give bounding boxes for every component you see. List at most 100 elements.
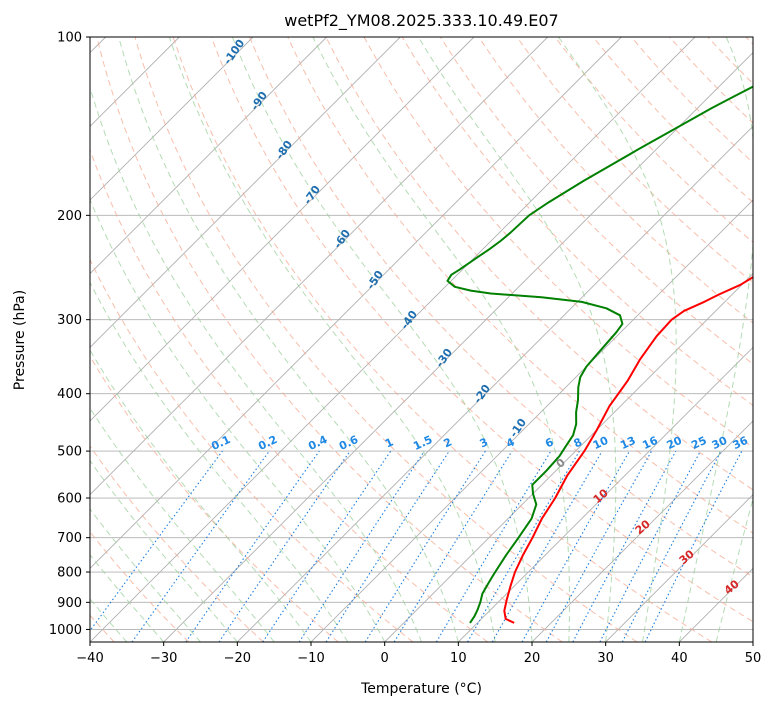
moist-adiabat-line	[90, 598, 128, 642]
y-tick-label: 1000	[49, 623, 82, 638]
mixing-ratio-label: 16	[640, 434, 660, 452]
x-tick-label: 0	[381, 651, 389, 666]
x-tick-label: 50	[745, 651, 762, 666]
moist-adiabat-line	[558, 37, 677, 642]
axes: −40 −30 −20 −10 0 10 20 30 40 5010020030040050060…	[49, 31, 761, 667]
moist-adiabat-line	[678, 37, 753, 642]
y-tick-label: 800	[57, 566, 82, 581]
moist-adiabat-line	[752, 639, 753, 642]
isotherm-line	[163, 52, 753, 642]
isotherm-line	[90, 37, 622, 569]
dry-adiabat-label: -70	[301, 183, 323, 207]
dry-adiabat-line	[325, 37, 753, 491]
isotherm-line	[384, 273, 753, 642]
mixing-ratio-label: 13	[618, 434, 637, 452]
dry-adiabat-line	[172, 37, 712, 642]
mixing-ratio-line	[364, 450, 486, 642]
isotherm-line	[310, 199, 753, 642]
moist-adiabat-line	[231, 37, 533, 642]
isotherm-line	[605, 494, 753, 642]
isotherm-line	[90, 37, 696, 642]
x-tick-label: 40	[671, 651, 688, 666]
isotherm-line	[90, 37, 548, 496]
mixing-ratio-label: 0.2	[256, 433, 279, 453]
moist-adiabat-line	[90, 85, 422, 642]
mixing-ratio-label: 30	[710, 434, 730, 452]
x-tick-label: −10	[297, 651, 324, 666]
dry-adiabat-line	[90, 445, 264, 642]
moist-adiabat-line	[417, 37, 617, 642]
dry-adiabat-line	[249, 37, 753, 578]
mixing-ratio-label: 1.5	[411, 433, 434, 453]
mixing-ratio-label: 36	[731, 434, 751, 452]
dry-adiabat-label: -30	[433, 346, 455, 370]
temperature-profile-line	[503, 276, 753, 624]
mixing-ratio-line	[185, 450, 320, 642]
moist-adiabat-line	[168, 37, 496, 642]
x-tick-label: −20	[224, 651, 251, 666]
x-tick-label: 10	[450, 651, 467, 666]
x-tick-label: −30	[150, 651, 177, 666]
dry-adiabat-line	[90, 355, 339, 642]
mixing-ratio-label: 1	[383, 435, 395, 450]
x-tick-label: −40	[76, 651, 103, 666]
dry-adiabat-label: -90	[248, 89, 270, 113]
isotherm-line	[90, 37, 401, 348]
isotherm-line	[458, 346, 753, 642]
mixing-ratio-label: 25	[689, 434, 708, 452]
chart-title: wetPf2_YM08.2025.333.10.49.E07	[284, 11, 558, 31]
moist-adiabat-label: 30	[677, 547, 697, 567]
isotherm-line	[679, 567, 753, 642]
dry-adiabat-line	[478, 37, 753, 324]
moist-adiabat-line	[715, 497, 753, 642]
y-tick-label: 700	[57, 531, 82, 546]
mixing-ratio-label: 20	[665, 434, 685, 452]
dry-adiabat-line	[554, 37, 753, 243]
moist-adiabat-label: 0	[554, 456, 568, 471]
y-tick-label: 500	[57, 445, 82, 460]
mixing-ratio-line	[572, 450, 677, 642]
mixing-ratio-line	[393, 450, 513, 642]
y-tick-label: 400	[57, 387, 82, 402]
mixing-ratio-label: 0.4	[306, 433, 329, 453]
mixing-ratio-line	[262, 450, 392, 642]
x-tick-label: 20	[524, 651, 541, 666]
y-tick-label: 900	[57, 596, 82, 611]
moist-adiabat-line	[90, 459, 238, 642]
mixing-ratio-line	[521, 450, 630, 642]
isotherm-line	[90, 37, 254, 201]
mixing-ratio-label: 8	[572, 435, 584, 450]
dry-adiabat-line	[707, 37, 753, 85]
mixing-ratio-line	[545, 450, 653, 642]
mixing-ratio-line	[218, 450, 351, 642]
dry-adiabat-label: -20	[471, 382, 493, 406]
dry-adiabat-line	[90, 531, 190, 642]
x-tick-label: 30	[597, 651, 614, 666]
sounding-profiles	[446, 85, 753, 624]
moist-adiabat-label: 20	[633, 517, 653, 537]
mixing-ratio-line	[599, 450, 701, 642]
dry-adiabat-line	[287, 37, 753, 534]
mixing-ratio-label: 0.6	[337, 433, 360, 453]
y-tick-label: 600	[57, 492, 82, 507]
dry-adiabat-line	[745, 37, 753, 45]
dry-adiabat-line	[90, 258, 414, 642]
dry-adiabat-label: -50	[364, 268, 386, 292]
x-axis-label: Temperature (°C)	[360, 681, 482, 697]
y-tick-label: 100	[57, 31, 82, 46]
dry-adiabat-label: -40	[398, 308, 420, 332]
dry-adiabat-label: -100	[221, 37, 248, 67]
mixing-ratio-line	[644, 450, 743, 642]
y-tick-label: 300	[57, 313, 82, 328]
mixing-ratio-line	[467, 450, 580, 642]
dry-adiabat-line	[90, 148, 488, 642]
moist-adiabat-line	[90, 349, 312, 642]
moist-adiabat-line	[90, 554, 165, 642]
moist-adiabat-line	[90, 508, 201, 642]
dewpoint-profile-line	[446, 85, 753, 624]
moist-adiabat-line	[90, 198, 386, 642]
moist-adiabat-line	[118, 37, 459, 642]
isotherm-line	[237, 125, 753, 642]
line-labels: 0.1 0.2 0.4 0.6 1 1.5 2 3 4 6 8 10 13 16 20 25 30 36-100-…	[209, 37, 750, 598]
